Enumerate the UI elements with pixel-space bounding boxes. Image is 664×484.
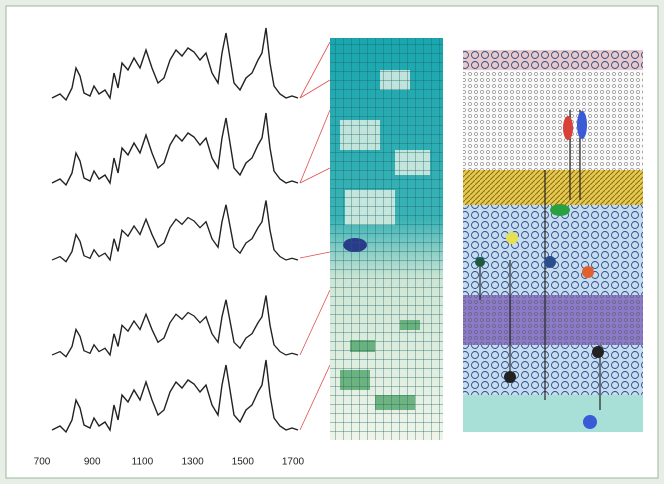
x-tick-label: 1700 (282, 457, 305, 468)
x-tick-label: 700 (34, 457, 51, 468)
x-axis: 700 900 1100 1300 1500 1700 (34, 457, 305, 468)
heatmap (330, 38, 443, 440)
x-tick-label: 900 (84, 457, 101, 468)
retina (463, 50, 643, 432)
x-tick-label: 1100 (132, 457, 154, 468)
connectors (299, 41, 341, 431)
x-tick-label: 1300 (181, 457, 204, 468)
x-tick-label: 1500 (232, 457, 255, 468)
